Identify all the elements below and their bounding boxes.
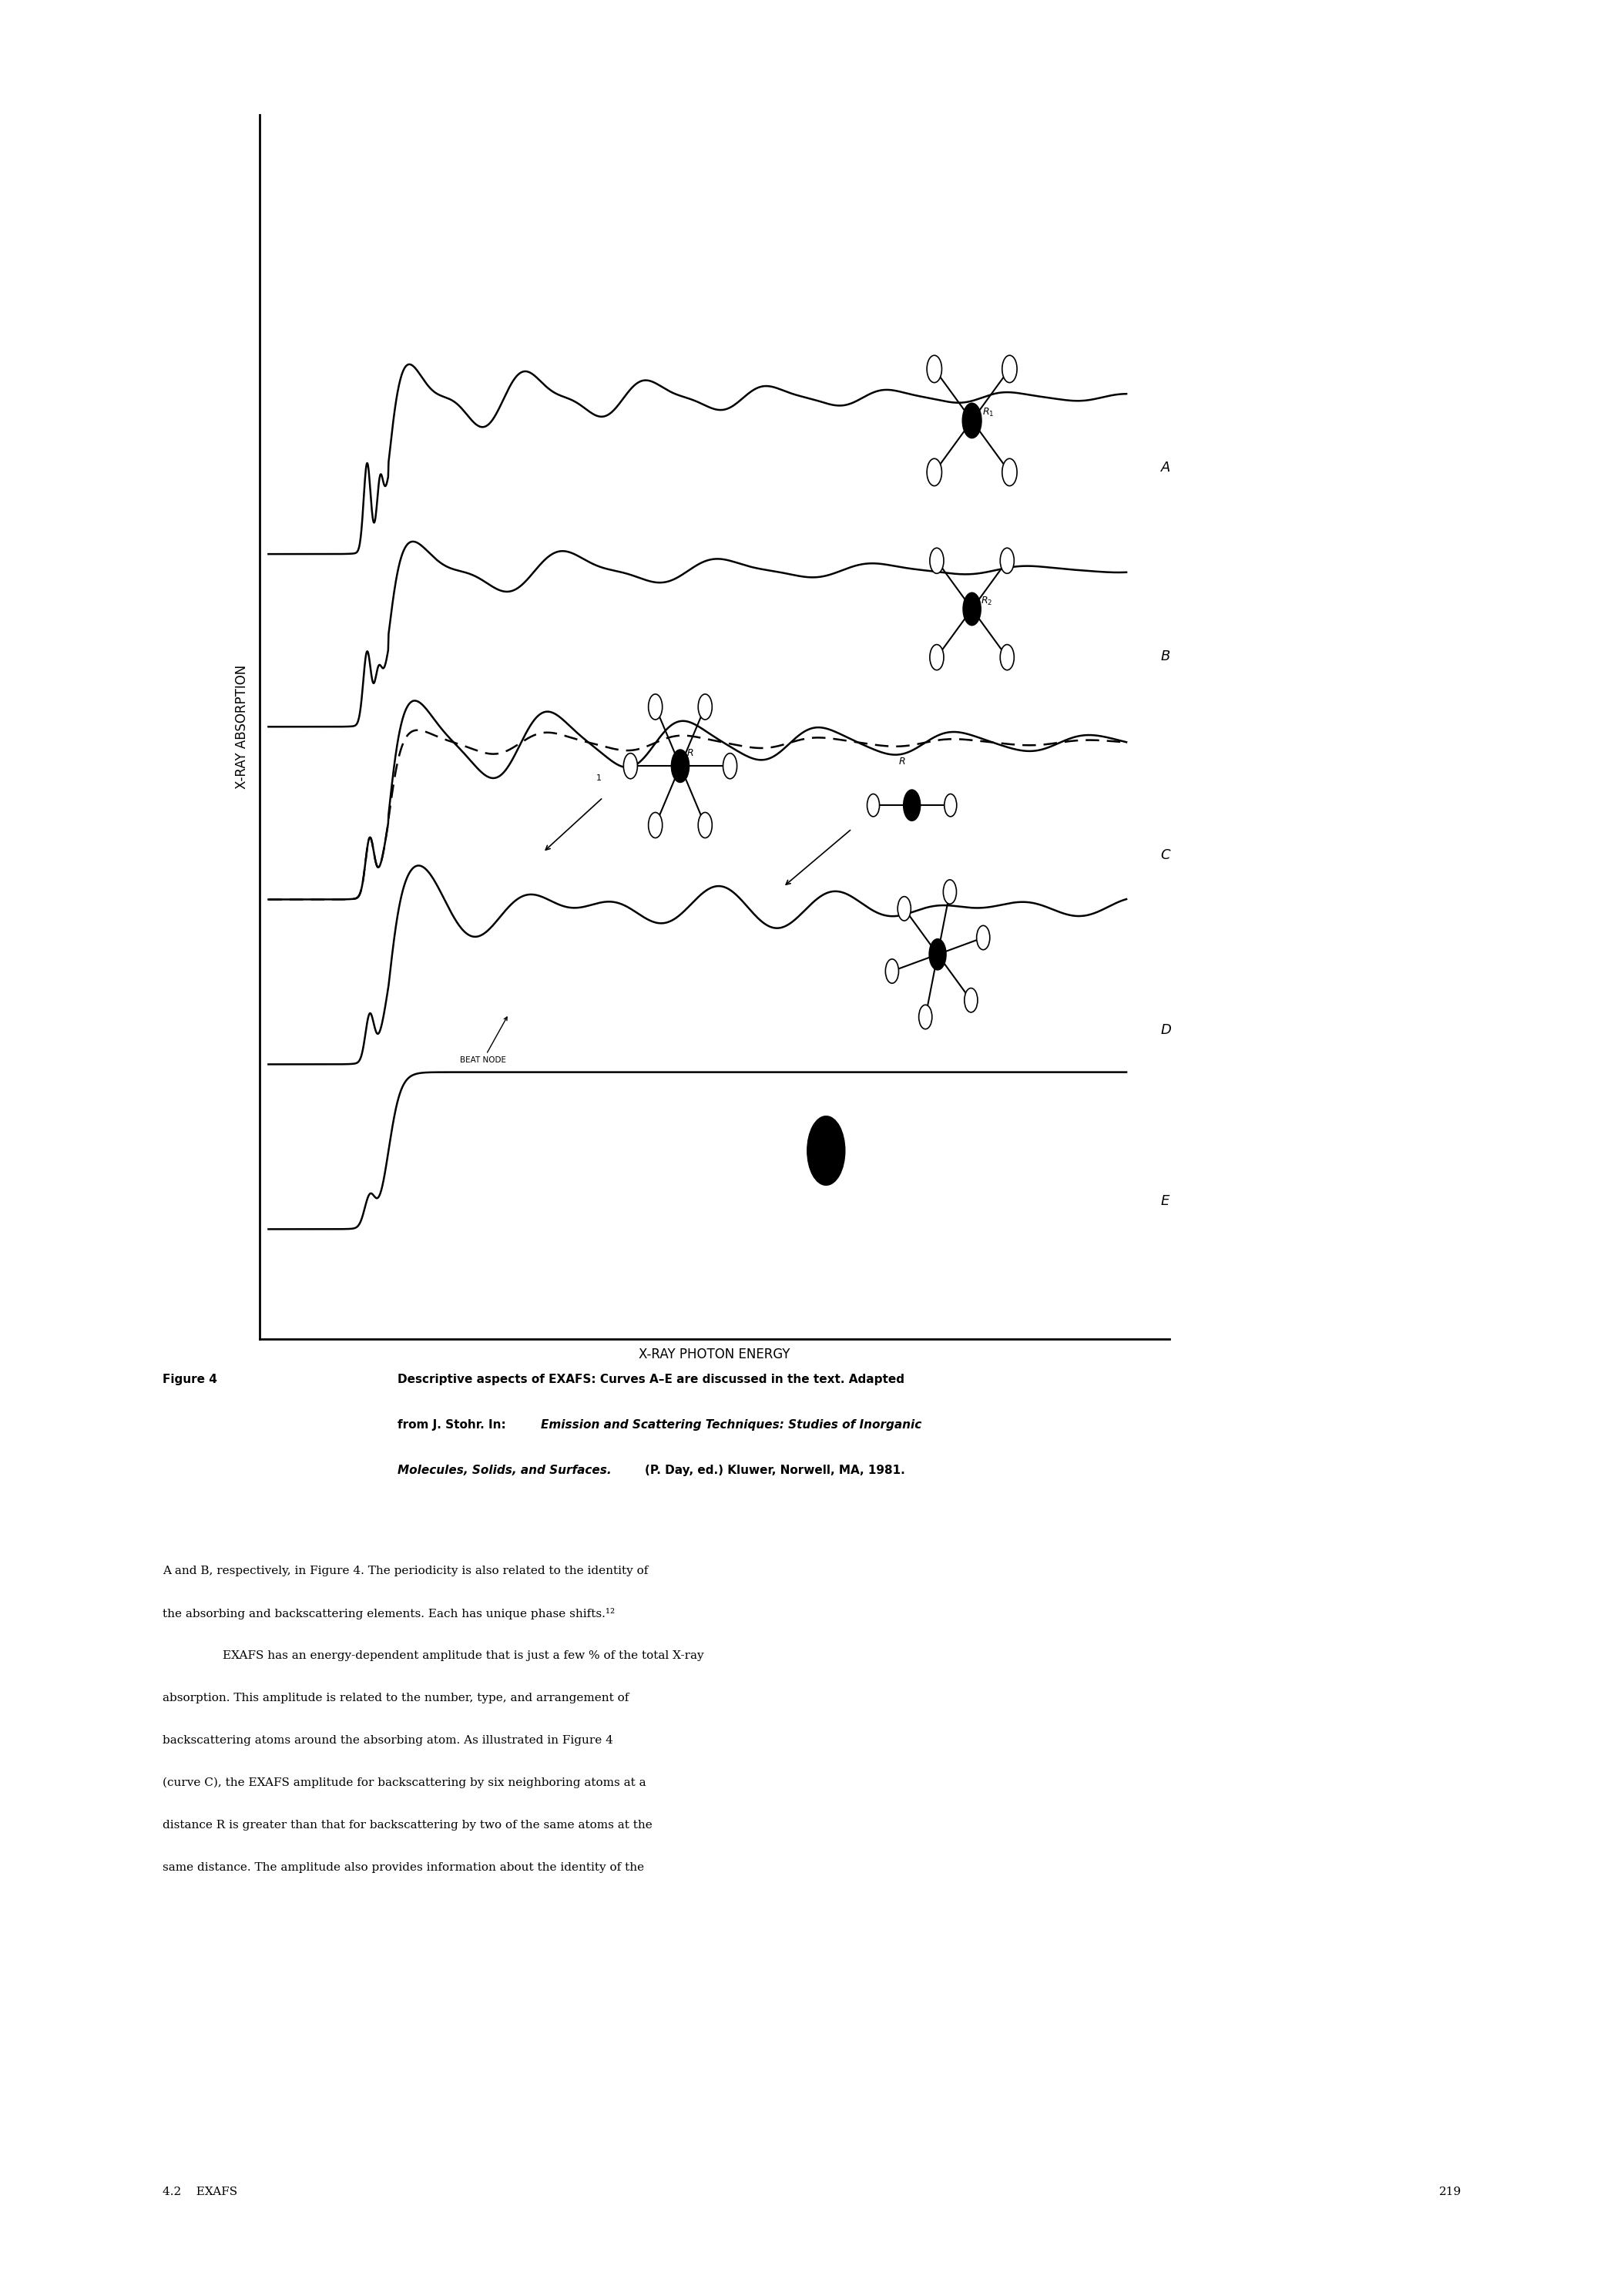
Circle shape xyxy=(919,1005,932,1030)
Circle shape xyxy=(927,458,942,485)
Text: absorption. This amplitude is related to the number, type, and arrangement of: absorption. This amplitude is related to… xyxy=(162,1694,628,1703)
Circle shape xyxy=(885,959,898,984)
Text: C: C xyxy=(1161,849,1171,863)
Circle shape xyxy=(1000,547,1013,575)
Circle shape xyxy=(807,1117,844,1186)
Circle shape xyxy=(1000,645,1013,671)
Circle shape xyxy=(965,989,978,1012)
Circle shape xyxy=(976,925,989,950)
Circle shape xyxy=(898,897,911,920)
Circle shape xyxy=(944,879,957,904)
Circle shape xyxy=(963,593,981,625)
Circle shape xyxy=(671,749,689,783)
Text: A and B, respectively, in Figure 4. The periodicity is also related to the ident: A and B, respectively, in Figure 4. The … xyxy=(162,1566,648,1577)
X-axis label: X-RAY PHOTON ENERGY: X-RAY PHOTON ENERGY xyxy=(638,1348,791,1362)
Text: Molecules, Solids, and Surfaces.: Molecules, Solids, and Surfaces. xyxy=(398,1465,612,1476)
Circle shape xyxy=(698,813,711,838)
Text: 4.2    EXAFS: 4.2 EXAFS xyxy=(162,2186,237,2197)
Text: Descriptive aspects of EXAFS: Curves A–E are discussed in the text. Adapted: Descriptive aspects of EXAFS: Curves A–E… xyxy=(398,1373,905,1385)
Text: B: B xyxy=(1161,650,1171,664)
Circle shape xyxy=(867,794,880,817)
Circle shape xyxy=(931,547,944,575)
Circle shape xyxy=(1002,458,1017,485)
Circle shape xyxy=(648,694,663,719)
Text: Emission and Scattering Techniques: Studies of Inorganic: Emission and Scattering Techniques: Stud… xyxy=(541,1419,921,1431)
Text: R: R xyxy=(687,749,693,758)
Y-axis label: X-RAY ABSORPTION: X-RAY ABSORPTION xyxy=(235,664,248,790)
Text: from J. Stohr. In:: from J. Stohr. In: xyxy=(398,1419,510,1431)
Text: R: R xyxy=(900,755,906,767)
Circle shape xyxy=(963,403,981,437)
Text: BEAT NODE: BEAT NODE xyxy=(460,1016,507,1064)
Text: EXAFS has an energy-dependent amplitude that is just a few % of the total X-ray: EXAFS has an energy-dependent amplitude … xyxy=(222,1650,703,1662)
Circle shape xyxy=(624,753,638,778)
Text: A: A xyxy=(1161,460,1171,474)
Circle shape xyxy=(723,753,737,778)
Text: same distance. The amplitude also provides information about the identity of the: same distance. The amplitude also provid… xyxy=(162,1863,645,1872)
Circle shape xyxy=(931,645,944,671)
Text: E: E xyxy=(1161,1195,1169,1209)
Text: (curve C), the EXAFS amplitude for backscattering by six neighboring atoms at a: (curve C), the EXAFS amplitude for backs… xyxy=(162,1776,646,1788)
Text: (P. Day, ed.) Kluwer, Norwell, MA, 1981.: (P. Day, ed.) Kluwer, Norwell, MA, 1981. xyxy=(645,1465,905,1476)
Circle shape xyxy=(944,794,957,817)
Circle shape xyxy=(903,790,921,822)
Circle shape xyxy=(1002,355,1017,382)
Text: R$_2$: R$_2$ xyxy=(981,595,992,607)
Text: Figure 4: Figure 4 xyxy=(162,1373,218,1385)
Text: D: D xyxy=(1161,1023,1171,1037)
Text: 219: 219 xyxy=(1439,2186,1462,2197)
Text: distance R is greater than that for backscattering by two of the same atoms at t: distance R is greater than that for back… xyxy=(162,1820,653,1831)
Text: 1: 1 xyxy=(596,774,601,783)
Text: the absorbing and backscattering elements. Each has unique phase shifts.¹²: the absorbing and backscattering element… xyxy=(162,1607,615,1621)
Text: backscattering atoms around the absorbing atom. As illustrated in Figure 4: backscattering atoms around the absorbin… xyxy=(162,1735,612,1747)
Circle shape xyxy=(698,694,711,719)
Circle shape xyxy=(927,355,942,382)
Circle shape xyxy=(648,813,663,838)
Circle shape xyxy=(929,938,947,971)
Text: R$_1$: R$_1$ xyxy=(983,407,994,419)
